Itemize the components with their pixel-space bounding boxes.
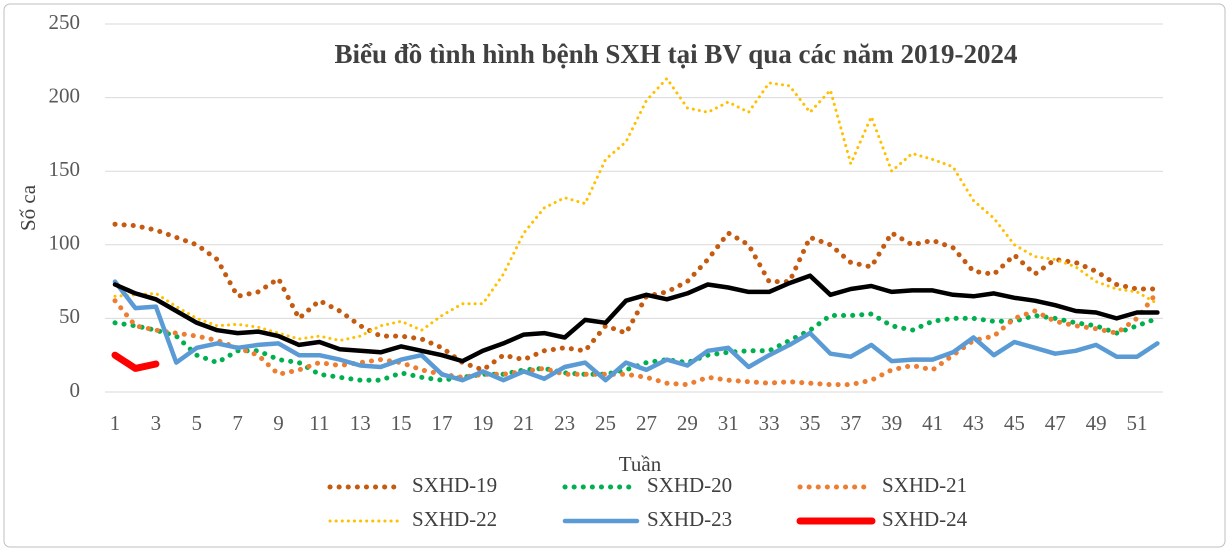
x-tick-label: 47: [1045, 411, 1066, 435]
x-tick-label: 13: [350, 411, 371, 435]
series-line: [112, 221, 1160, 373]
x-tick-label: 15: [391, 411, 412, 435]
x-tick-label: 45: [1004, 411, 1025, 435]
x-tick-label: 37: [840, 411, 861, 435]
x-tick-label: 21: [513, 411, 534, 435]
y-tick-label: 50: [59, 304, 80, 328]
x-tick-label: 5: [192, 411, 203, 435]
x-tick-label: 11: [309, 411, 329, 435]
series-line: [111, 351, 160, 372]
y-tick-label: 150: [49, 157, 81, 181]
y-tick-label: 200: [49, 83, 81, 107]
chart-border: [3, 3, 1226, 548]
legend-label: SXHD-21: [882, 473, 967, 497]
x-tick-label: 17: [432, 411, 453, 435]
chart-title: Biểu đồ tình hình bệnh SXH tại BV qua cá…: [335, 39, 1018, 69]
x-tick-label: 3: [151, 411, 162, 435]
series-line: [113, 77, 1159, 342]
x-tick-label: 43: [963, 411, 984, 435]
x-tick-label: 1: [110, 411, 121, 435]
x-tick-label: 51: [1127, 411, 1148, 435]
x-tick-label: 35: [799, 411, 820, 435]
y-axis-label: Số ca: [16, 184, 40, 231]
y-tick-label: 0: [70, 378, 81, 402]
legend-label: SXHD-23: [647, 507, 732, 531]
legend-label: SXHD-19: [412, 473, 497, 497]
x-tick-label: 19: [472, 411, 493, 435]
x-tick-label: 49: [1086, 411, 1107, 435]
x-tick-label: 39: [881, 411, 902, 435]
x-tick-label: 25: [595, 411, 616, 435]
x-tick-label: 29: [677, 411, 698, 435]
y-tick-label: 250: [49, 10, 81, 34]
x-tick-label: 9: [273, 411, 284, 435]
x-tick-label: 41: [922, 411, 943, 435]
series-line: [112, 273, 1160, 364]
x-axis-label: Tuần: [619, 452, 662, 476]
x-tick-label: 33: [759, 411, 780, 435]
x-tick-label: 7: [232, 411, 243, 435]
x-tick-label: 23: [554, 411, 575, 435]
legend-label: SXHD-24: [882, 507, 968, 531]
legend-label: SXHD-22: [412, 507, 497, 531]
x-tick-label: 31: [718, 411, 739, 435]
x-tick-label: 27: [636, 411, 657, 435]
y-tick-label: 100: [49, 231, 81, 255]
series-line: [112, 279, 1160, 383]
legend-label: SXHD-20: [647, 473, 732, 497]
